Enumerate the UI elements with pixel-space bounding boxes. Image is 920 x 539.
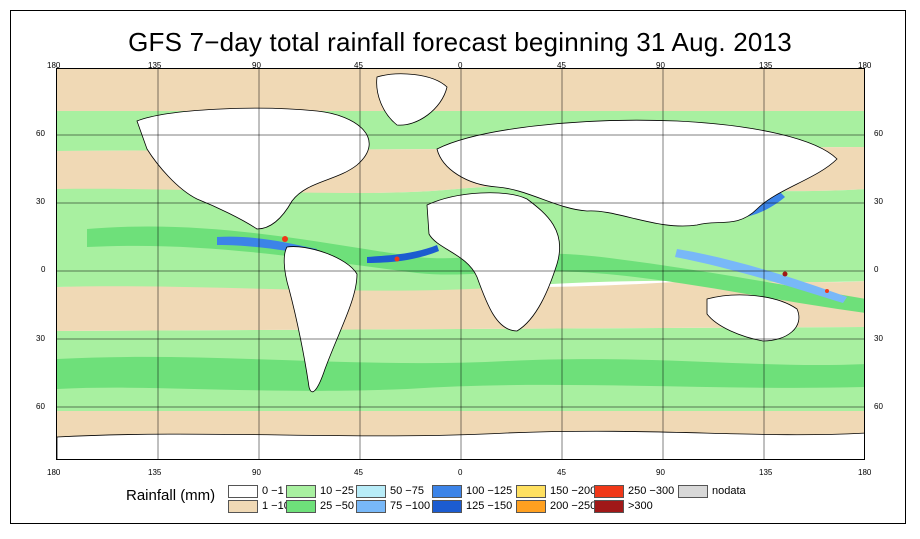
legend-swatch [432,500,462,513]
lat-tick: 0 [874,265,879,274]
lon-tick: 180 [858,468,872,477]
legend-label: 0 −1 [262,485,284,497]
lon-tick: 135 [148,468,162,477]
atlantic-heavy [367,245,439,263]
legend-label: 150 −200 [550,485,597,497]
lat-tick: 30 [874,334,883,343]
lon-tick: 90 [252,468,261,477]
legend-label: 1 −10 [262,500,290,512]
legend-swatch [516,500,546,513]
legend-swatch [286,485,316,498]
lon-tick: 180 [858,61,872,70]
legend-swatch [228,485,258,498]
south-america [283,246,358,393]
legend-label: 125 −150 [466,500,513,512]
lon-tick: 0 [458,61,463,70]
lon-tick: 135 [148,61,162,70]
australia [706,294,800,342]
legend-swatch [594,500,624,513]
storm-cell [394,256,400,262]
lat-tick: 60 [874,402,883,411]
legend-label: 100 −125 [466,485,513,497]
lon-tick: 45 [354,468,363,477]
map-title: GFS 7−day total rainfall forecast beginn… [128,27,792,57]
lon-tick: 45 [557,61,566,70]
lon-tick: 90 [656,61,665,70]
lat-tick: 60 [36,129,45,138]
lon-tick: 45 [557,468,566,477]
legend-swatch [594,485,624,498]
legend-swatch [286,500,316,513]
storm-cell [782,271,788,277]
legend-label: >300 [628,500,653,512]
lon-tick: 90 [252,61,261,70]
legend-label: 200 −250 [550,500,597,512]
lon-tick: 90 [656,468,665,477]
lat-tick: 30 [36,197,45,206]
maritime-continent-rain [675,249,847,303]
legend-label: 75 −100 [390,500,431,512]
lon-tick: 180 [47,61,61,70]
lon-tick: 0 [458,468,463,477]
lat-tick: 30 [36,334,45,343]
rainfall-map-svg [57,69,864,459]
storm-cell [282,236,288,242]
rainfall-map [56,68,865,460]
legend-swatch [356,485,386,498]
legend-label: nodata [712,485,746,497]
africa [426,192,561,332]
legend-label: 25 −50 [320,500,354,512]
legend-title: Rainfall (mm) [126,487,216,504]
lon-tick: 45 [354,61,363,70]
north-america [136,107,370,230]
greenland [376,73,448,126]
lon-tick: 135 [759,468,773,477]
legend-swatch [356,500,386,513]
legend-swatch [228,500,258,513]
lat-tick: 0 [41,265,46,274]
lat-tick: 60 [36,402,45,411]
legend-label: 10 −25 [320,485,354,497]
eurasia [436,119,838,227]
legend-swatch [432,485,462,498]
arctic-band [57,69,864,111]
legend-label: 50 −75 [390,485,424,497]
figure-frame [10,10,906,524]
lat-tick: 60 [874,129,883,138]
lat-tick: 30 [874,197,883,206]
lon-tick: 135 [759,61,773,70]
legend-swatch [516,485,546,498]
legend-label: 250 −300 [628,485,675,497]
graticule [57,69,864,459]
legend-swatch [678,485,708,498]
lon-tick: 180 [47,468,61,477]
storm-cell [825,289,829,293]
